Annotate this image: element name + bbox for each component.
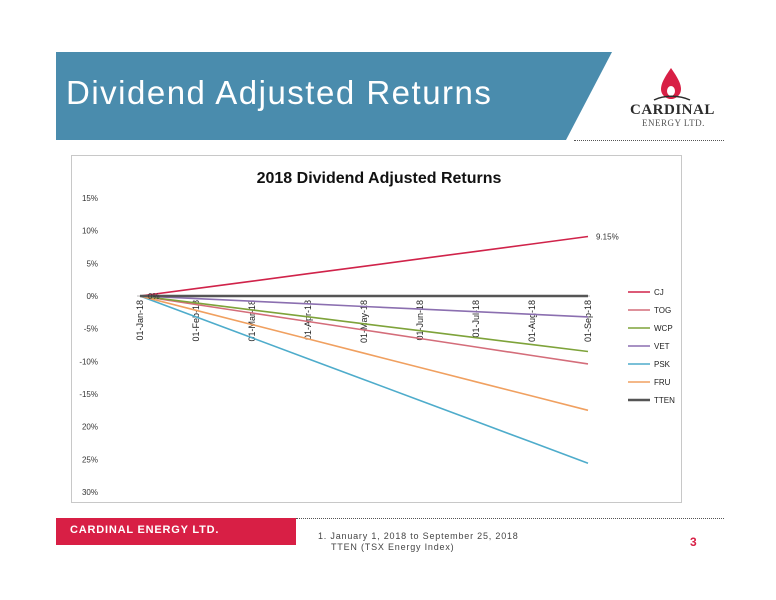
divider-bottom — [296, 518, 724, 519]
data-labels: 9.15% 0% — [148, 233, 619, 301]
x-tick-label: 01-Sep-18 — [583, 300, 593, 342]
x-axis-ticks: 01-Jan-18 01-Feb-18 01-Mar-18 01-Apr-18 01-M… — [135, 300, 593, 343]
chart-frame: 2018 Dividend Adjusted Returns 15% 10% 5% 0… — [71, 155, 682, 503]
chart-title: 2018 Dividend Adjusted Returns — [257, 170, 502, 187]
data-label-end: 9.15% — [596, 233, 619, 242]
y-tick-label: 0% — [86, 292, 98, 301]
page-number: 3 — [690, 535, 697, 549]
series-line-cj — [139, 235, 589, 297]
x-tick-label: 01-Mar-18 — [247, 300, 257, 342]
x-tick-label: 01-Apr-18 — [303, 300, 313, 340]
footnote-1: 1. January 1, 2018 to September 25, 2018 — [318, 531, 519, 541]
title-banner-shape — [56, 52, 612, 140]
series-line-fru — [139, 295, 589, 412]
x-tick-label: 01-Jan-18 — [135, 300, 145, 341]
title-banner — [56, 52, 612, 140]
footer-bar — [56, 518, 296, 545]
legend-label-tog: TOG — [654, 306, 671, 315]
footnote-2: TTEN (TSX Energy Index) — [331, 542, 455, 552]
x-tick-label: 01-Jul-18 — [471, 300, 481, 338]
slide-title: Dividend Adjusted Returns — [66, 74, 493, 111]
divider-top — [574, 140, 724, 141]
flame-drop-icon — [653, 68, 691, 101]
logo-subtitle: ENERGY LTD. — [642, 118, 705, 128]
y-tick-label: 25% — [82, 455, 98, 464]
data-label-start: 0% — [148, 292, 160, 301]
legend-label-wcp: WCP — [654, 324, 673, 333]
y-tick-label: 15% — [82, 194, 98, 203]
y-tick-label: 10% — [82, 227, 98, 236]
y-tick-label: -15% — [79, 390, 98, 399]
y-tick-label: 20% — [82, 423, 98, 432]
y-axis-ticks: 15% 10% 5% 0% -5% -10% -15% 20% 25% 30% — [79, 194, 98, 497]
series-line-vet — [139, 295, 589, 318]
legend-label-fru: FRU — [654, 378, 671, 387]
company-logo — [624, 62, 714, 132]
x-tick-label: 01-Jun-18 — [415, 300, 425, 341]
legend-label-vet: VET — [654, 342, 670, 351]
logo-name: CARDINAL — [630, 102, 715, 118]
legend-label-psk: PSK — [654, 360, 671, 369]
footer-company: CARDINAL ENERGY LTD. — [70, 524, 220, 536]
series-line-wcp — [139, 295, 589, 353]
series-line-psk — [139, 295, 589, 465]
x-tick-label: 01-Aug-18 — [527, 300, 537, 342]
series-line-tog — [139, 295, 589, 365]
x-tick-label: 01-May-18 — [359, 300, 369, 343]
legend-label-cj: CJ — [654, 288, 664, 297]
y-tick-label: 30% — [82, 488, 98, 497]
line-chart: 2018 Dividend Adjusted Returns 15% 10% 5% 0… — [79, 170, 675, 497]
y-tick-label: -10% — [79, 357, 98, 366]
x-tick-label: 01-Feb-18 — [191, 300, 201, 342]
y-tick-label: 5% — [86, 259, 98, 268]
y-tick-label: -5% — [84, 325, 98, 334]
series-lines — [139, 235, 589, 465]
legend-label-tten: TTEN — [654, 396, 675, 405]
legend: CJ TOG WCP VET PSK FRU TTEN — [628, 288, 675, 405]
